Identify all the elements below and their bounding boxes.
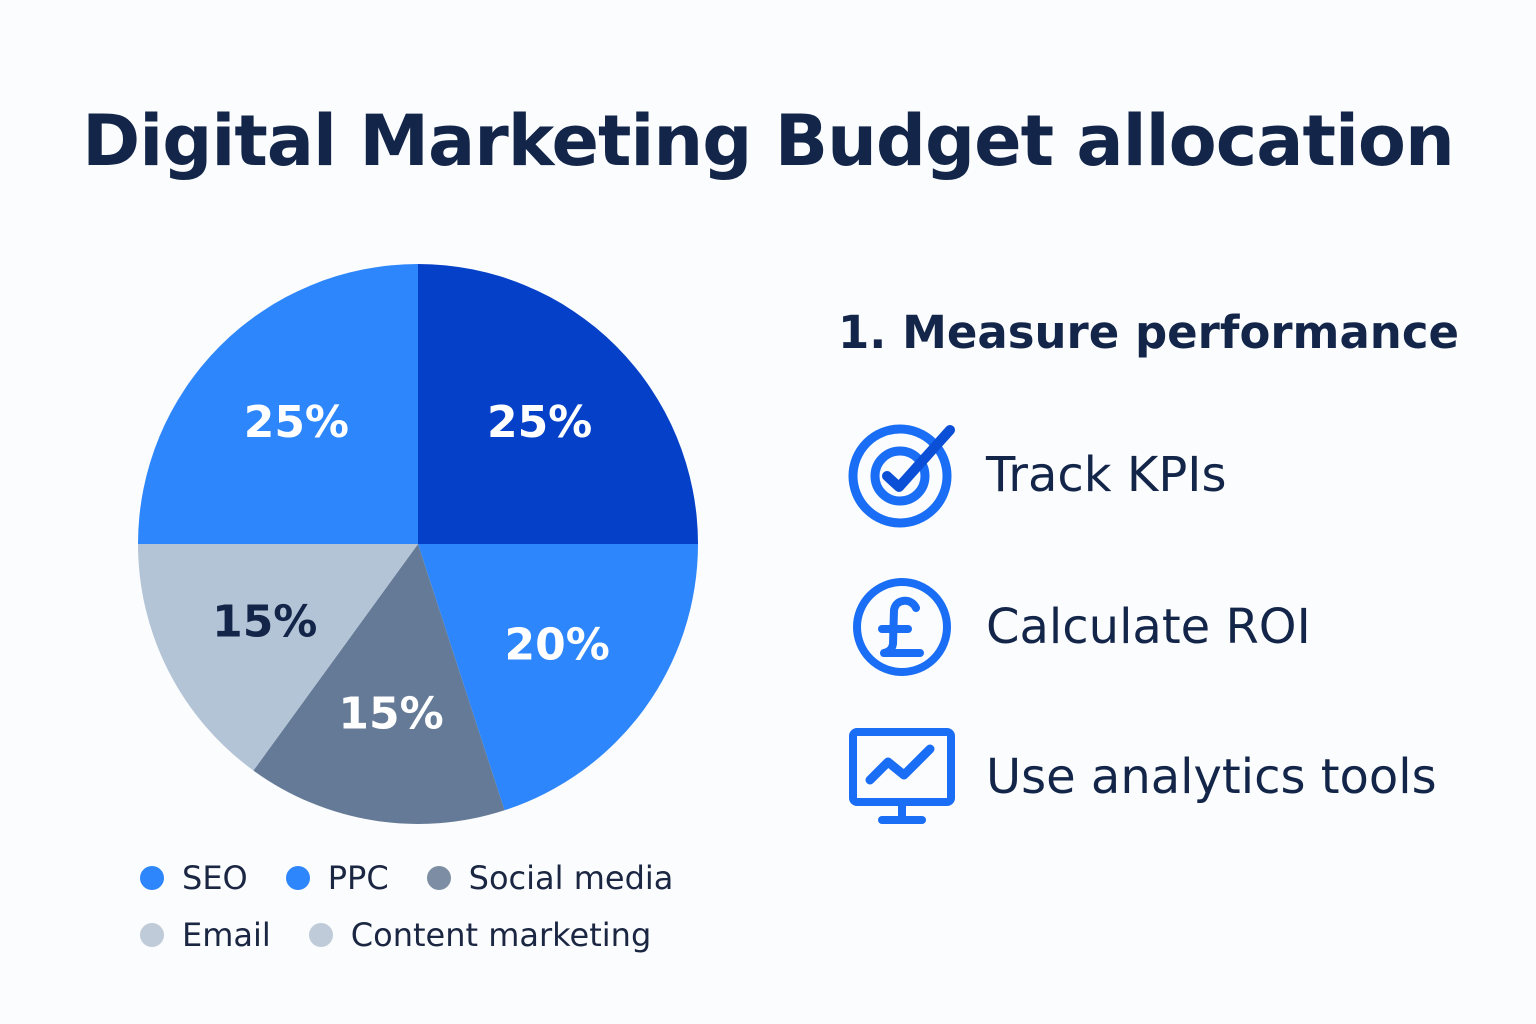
legend-swatch-content-marketing [308, 923, 333, 947]
pie-label-social-media: 15% [338, 688, 443, 739]
pie-label-content-marketing: 25% [244, 397, 349, 448]
legend-label-content-marketing: Content marketing [350, 916, 652, 954]
analytics-monitor-icon [846, 722, 958, 832]
page-title: Digital Marketing Budget allocation [82, 100, 1455, 182]
legend-item-seo: SEO [140, 859, 248, 897]
feature-label: Calculate ROI [986, 599, 1311, 655]
feature-track-kpis: Track KPIs [846, 420, 1226, 530]
pie-label-seo: 20% [504, 620, 609, 671]
feature-label: Track KPIs [986, 447, 1227, 503]
legend-label-social-media: Social media [468, 859, 674, 897]
legend-label-ppc: PPC [327, 859, 389, 897]
legend-item-content-marketing: Content marketing [308, 916, 652, 954]
pie-slice-ppc [418, 264, 698, 544]
target-check-icon [846, 420, 958, 530]
pie-slice-content-marketing [138, 264, 418, 544]
section-heading: 1. Measure performance [838, 306, 1460, 359]
chart-legend: SEO PPC Social media Email Content marke… [140, 856, 740, 970]
legend-swatch-email [140, 923, 164, 947]
legend-item-social-media: Social media [426, 859, 674, 897]
pound-coin-icon [846, 572, 958, 682]
pie-label-email: 15% [212, 597, 317, 648]
legend-item-ppc: PPC [285, 859, 389, 897]
legend-label-email: Email [182, 916, 271, 954]
legend-label-seo: SEO [182, 859, 248, 897]
pie-label-ppc: 25% [487, 397, 592, 448]
legend-row: SEO PPC Social media [140, 856, 740, 900]
pie-slice-seo [418, 544, 698, 811]
legend-swatch-social-media [426, 866, 451, 890]
legend-swatch-ppc [285, 866, 310, 890]
legend-swatch-seo [140, 866, 164, 890]
pie-slice-social-media [253, 544, 505, 824]
feature-label: Use analytics tools [986, 749, 1437, 805]
pie-slice-email [138, 544, 418, 771]
feature-calculate-roi: Calculate ROI [846, 572, 1311, 682]
legend-row: Email Content marketing [140, 913, 740, 957]
feature-use-analytics-tools: Use analytics tools [846, 722, 1437, 832]
legend-item-email: Email [140, 916, 271, 954]
